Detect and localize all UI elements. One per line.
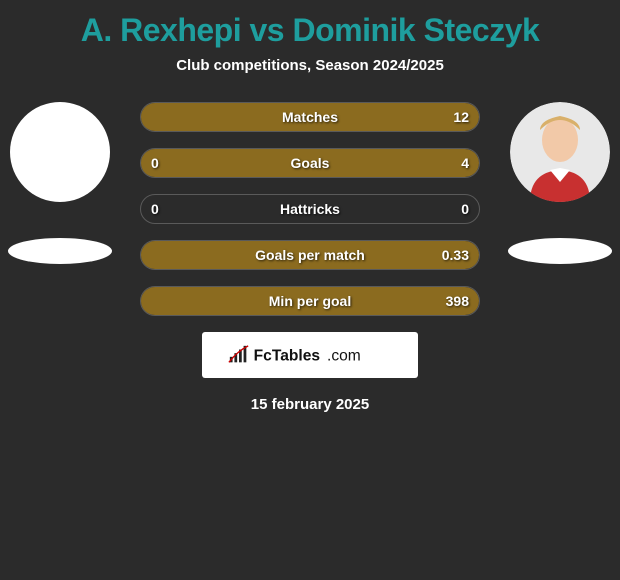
stat-value-right: 398 bbox=[446, 293, 469, 309]
subtitle: Club competitions, Season 2024/2025 bbox=[0, 57, 620, 74]
player-left-column bbox=[0, 102, 120, 264]
stat-value-left: 0 bbox=[151, 201, 159, 217]
stat-label: Goals bbox=[291, 155, 330, 171]
player-left-avatar bbox=[10, 102, 110, 202]
avatar-shadow bbox=[508, 238, 612, 264]
page-title: A. Rexhepi vs Dominik Steczyk bbox=[0, 0, 620, 49]
avatar-shadow bbox=[8, 238, 112, 264]
stat-row: Goals per match 0.33 bbox=[140, 240, 480, 270]
fctables-logo-icon: FcTables .com bbox=[228, 344, 393, 366]
stat-row: Goals 0 4 bbox=[140, 148, 480, 178]
player-portrait-icon bbox=[510, 102, 610, 202]
logo-box: FcTables .com bbox=[202, 332, 418, 378]
player-right-avatar bbox=[510, 102, 610, 202]
stat-value-right: 0.33 bbox=[442, 247, 469, 263]
stat-label: Matches bbox=[282, 109, 338, 125]
stat-label: Min per goal bbox=[269, 293, 351, 309]
svg-text:FcTables: FcTables bbox=[253, 348, 320, 365]
svg-text:.com: .com bbox=[327, 348, 361, 365]
stat-value-right: 12 bbox=[453, 109, 469, 125]
comparison-panel: Matches 12 Goals 0 4 Hattricks 0 0 Goals per mat… bbox=[0, 102, 620, 316]
stat-label: Goals per match bbox=[255, 247, 365, 263]
stat-value-left: 0 bbox=[151, 155, 159, 171]
player-right-column bbox=[500, 102, 620, 264]
stat-row: Min per goal 398 bbox=[140, 286, 480, 316]
stat-label: Hattricks bbox=[280, 201, 340, 217]
stat-bars: Matches 12 Goals 0 4 Hattricks 0 0 Goals per mat… bbox=[140, 102, 480, 316]
stat-value-right: 0 bbox=[461, 201, 469, 217]
date-label: 15 february 2025 bbox=[0, 396, 620, 413]
stat-value-right: 4 bbox=[461, 155, 469, 171]
stat-row: Hattricks 0 0 bbox=[140, 194, 480, 224]
stat-row: Matches 12 bbox=[140, 102, 480, 132]
